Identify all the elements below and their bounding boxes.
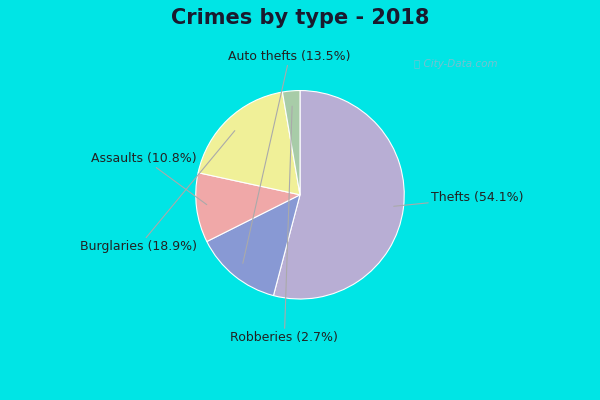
Text: Robberies (2.7%): Robberies (2.7%) [230,106,338,344]
Wedge shape [196,173,300,242]
Text: Crimes by type - 2018: Crimes by type - 2018 [171,8,429,28]
Wedge shape [198,92,300,195]
Wedge shape [207,195,300,296]
Text: Auto thefts (13.5%): Auto thefts (13.5%) [229,50,351,263]
Wedge shape [274,90,404,299]
Text: Thefts (54.1%): Thefts (54.1%) [394,192,523,206]
Text: Burglaries (18.9%): Burglaries (18.9%) [80,131,235,254]
Text: ⓘ City-Data.com: ⓘ City-Data.com [415,59,498,69]
Wedge shape [283,90,300,195]
Text: Assaults (10.8%): Assaults (10.8%) [91,152,207,205]
